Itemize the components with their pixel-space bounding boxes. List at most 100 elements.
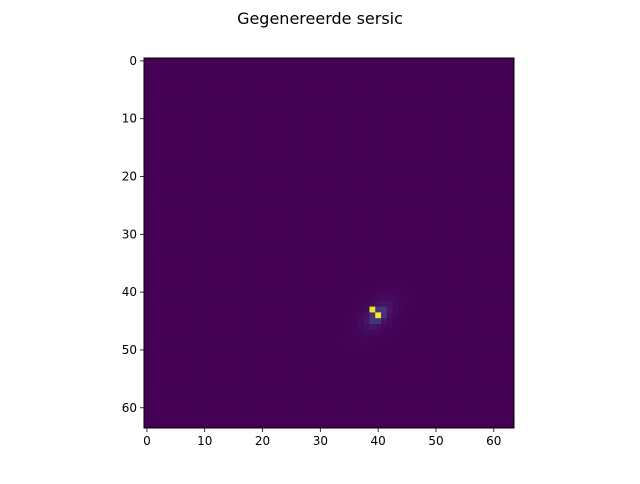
heatmap-cell (178, 133, 185, 140)
heatmap-cell (305, 277, 313, 284)
heatmap-cell (363, 225, 370, 232)
heatmap-cell (201, 312, 208, 319)
heatmap-cell (357, 323, 365, 331)
heatmap-cell (375, 375, 382, 383)
heatmap-cell (305, 323, 313, 331)
heatmap-cell (467, 364, 474, 371)
heatmap-cell (323, 98, 330, 105)
heatmap-cell (340, 312, 347, 319)
heatmap-cell (323, 173, 330, 180)
heatmap-cell (352, 335, 359, 342)
heatmap-cell (288, 115, 295, 122)
heatmap-cell (496, 399, 503, 406)
heatmap-cell (392, 387, 399, 394)
heatmap-cell (502, 352, 509, 360)
heatmap-cell (398, 110, 405, 117)
heatmap-cell (259, 110, 266, 117)
heatmap-cell (456, 341, 463, 348)
heatmap-cell (352, 75, 359, 82)
heatmap-cell (161, 416, 168, 423)
heatmap-cell (230, 167, 237, 175)
heatmap-cell (415, 237, 422, 244)
heatmap-cell (242, 300, 249, 307)
heatmap-cell (207, 92, 214, 99)
heatmap-cell (438, 335, 446, 342)
heatmap-cell (398, 115, 405, 122)
heatmap-cell (421, 335, 428, 342)
heatmap-cell (427, 277, 434, 284)
heatmap-cell (184, 312, 191, 319)
heatmap-cell (496, 133, 503, 140)
heatmap-cell (149, 231, 156, 238)
heatmap-cell (259, 58, 266, 65)
heatmap-cell (329, 271, 336, 279)
heatmap-cell (196, 173, 203, 180)
heatmap-cell (363, 271, 370, 279)
heatmap-cell (144, 69, 151, 76)
heatmap-cell (508, 271, 515, 279)
heatmap-cell (236, 381, 243, 388)
heatmap-cell (502, 127, 509, 134)
heatmap-cell (178, 127, 185, 134)
heatmap-cell (369, 69, 376, 76)
heatmap-cell (201, 404, 208, 412)
heatmap-cell (381, 352, 388, 360)
heatmap-cell (201, 92, 208, 99)
heatmap-cell (490, 381, 498, 388)
heatmap-cell (300, 208, 307, 215)
heatmap-cell (508, 202, 515, 209)
heatmap-cell (207, 248, 214, 255)
heatmap-cell (479, 416, 486, 423)
heatmap-cell (444, 306, 451, 313)
heatmap-cell (496, 208, 503, 215)
heatmap-cell (282, 115, 289, 122)
heatmap-cell (427, 167, 434, 175)
heatmap-cell (213, 271, 220, 279)
heatmap-cell (473, 300, 480, 307)
heatmap-cell (508, 266, 515, 273)
heatmap-cell (346, 306, 353, 313)
heatmap-cell (329, 248, 336, 255)
heatmap-cell (259, 370, 266, 377)
heatmap-cell (352, 167, 359, 175)
heatmap-cell (323, 127, 330, 134)
heatmap-cell (357, 185, 365, 192)
heatmap-cell (450, 323, 457, 331)
heatmap-cell (149, 347, 156, 354)
heatmap-cell (259, 138, 266, 146)
heatmap-cell (392, 341, 399, 348)
heatmap-cell (357, 225, 365, 232)
heatmap-cell (502, 110, 509, 117)
heatmap-cell (485, 173, 492, 180)
heatmap-cell (496, 190, 503, 198)
heatmap-cell (172, 375, 180, 383)
heatmap-cell (219, 104, 226, 111)
heatmap-cell (248, 347, 255, 354)
heatmap-cell (172, 260, 180, 267)
heatmap-cell (253, 81, 261, 88)
heatmap-cell (398, 173, 405, 180)
heatmap-cell (311, 86, 318, 94)
heatmap-cell (404, 300, 411, 307)
heatmap-cell (461, 341, 469, 348)
heatmap-cell (242, 283, 249, 290)
heatmap-cell (508, 173, 515, 180)
heatmap-cell (219, 283, 226, 290)
heatmap-cell (461, 144, 469, 151)
heatmap-cell (172, 144, 180, 151)
heatmap-cell (386, 306, 393, 313)
heatmap-cell (508, 208, 515, 215)
heatmap-cell (409, 370, 417, 377)
heatmap-cell (369, 214, 376, 221)
heatmap-cell (149, 248, 156, 255)
heatmap-cell (404, 254, 411, 261)
heatmap-cell (288, 138, 295, 146)
heatmap-cell (485, 58, 492, 65)
heatmap-cell (369, 422, 376, 429)
heatmap-cell (271, 243, 278, 250)
heatmap-cell (461, 225, 469, 232)
heatmap-cell (300, 306, 307, 313)
heatmap-cell (329, 196, 336, 203)
heatmap-cell (155, 104, 162, 111)
heatmap-cell (340, 375, 347, 383)
